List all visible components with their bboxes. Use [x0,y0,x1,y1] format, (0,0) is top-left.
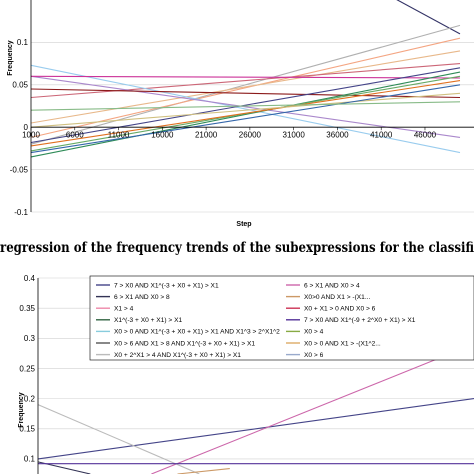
legend-entry-label: 6 > X1 AND X0 > 8 [114,294,170,301]
bottom-chart-y-tick-label: 0.25 [19,364,35,373]
top-chart-y-tick-label: 0 [24,123,29,132]
top-chart-series-line [30,63,461,99]
bottom-chart-y-tick-label: 0.3 [24,334,36,343]
top-chart-series-line [30,84,461,154]
top-chart-x-tick-label: 11000 [108,131,130,140]
top-chart-x-tick-label: 41000 [370,131,393,140]
top-chart-series-line [30,64,461,154]
top-chart-y-tick-label: 0.05 [12,81,28,90]
legend-entry-label: 7 > X0 AND X1^(-3 + X0 + X1) > X1 [114,282,219,289]
top-chart-x-axis-label: Step [236,221,251,228]
legend-entry-label: X0 > 6 [304,352,324,359]
bottom-chart-series-line [151,355,444,474]
top-chart: -0.1 -0.05 0 0.05 0.1 1000 6000 11000 16000 21000… [7,0,474,228]
top-chart-y-tick-label: 0.1 [17,38,29,47]
top-chart-x-tick-label: 31000 [283,131,306,140]
top-chart-series-line [30,80,461,147]
top-chart-y-axis-label: Frequency [7,40,14,76]
legend-entry-label: X1 > 4 [114,306,134,313]
bottom-chart-y-tick-label: 0.15 [19,425,35,434]
bottom-chart-legend: 7 > X0 AND X1^(-3 + X0 + X1) > X1 6 > X1 … [89,275,474,361]
bottom-chart-y-tick-label: 0.2 [24,394,36,403]
top-chart-series-line [30,75,461,79]
legend-entry-label: X0>0 AND X1 > -(X1... [304,294,371,301]
bottom-chart-y-tick-label: 0.35 [19,304,35,313]
bottom-chart-series-line [37,398,474,460]
legend-entry-label: X0 > 4 [304,329,324,336]
top-chart-series-line [30,71,461,158]
legend-entry-label: X0 > 6 AND X1 > 8 AND X1^(-3 + X0 + X1) … [114,340,255,347]
legend-entry-label: 7 > X0 AND X1^(-9 + 2^X0 + X1) > X1 [304,317,416,324]
top-chart-x-tick-label: 6000 [66,131,84,140]
legend-entry-label: X0 > 0 AND X1^(-3 + X0 + X1) > X1 AND X1… [114,329,280,336]
top-chart-x-tick-label: 1000 [22,131,40,140]
top-chart-x-tick-label: 46000 [414,131,437,140]
top-chart-y-tick-label: -0.1 [14,208,28,217]
legend-box [89,275,474,361]
top-chart-x-tick-label: 26000 [239,131,262,140]
bottom-chart-y-tick-label: 0.1 [24,455,36,464]
legend-entry-label: X0 > 0 AND X1 > -(X1^2... [304,340,381,347]
top-chart-y-tick-label: -0.05 [10,165,29,174]
figure-caption: regression of the frequency trends of th… [0,240,474,256]
top-chart-series-line [30,67,461,144]
legend-entry-label: 6 > X1 AND X0 > 4 [304,282,360,289]
bottom-chart-series-line [37,404,200,474]
legend-entry-label: X0 + 2^X1 > 4 AND X1^(-3 + X0 + X1) > X1 [114,352,241,359]
top-chart-x-tick-label: 16000 [151,131,174,140]
top-chart-series-line [30,50,461,124]
top-chart-series-line [30,101,461,111]
legend-entry-label: X1^(-3 + X0 + X1) > X1 [114,317,182,324]
top-chart-x-tick-label: 36000 [326,131,349,140]
bottom-chart-y-axis-label: Frequency [18,392,25,428]
top-chart-series-line [30,24,461,145]
bottom-chart: 0.1 0.15 0.2 0.25 0.3 0.35 0.4 7 > X0 AND X1^(… [18,274,474,474]
bottom-chart-y-tick-label: 0.4 [24,274,36,283]
legend-entry-label: X0 + X1 > 0 AND X0 > 6 [304,306,376,313]
top-chart-series-line [30,37,461,138]
top-chart-series-line [30,92,461,128]
bottom-chart-series-line [177,468,230,474]
top-chart-x-tick-label: 21000 [195,131,218,140]
